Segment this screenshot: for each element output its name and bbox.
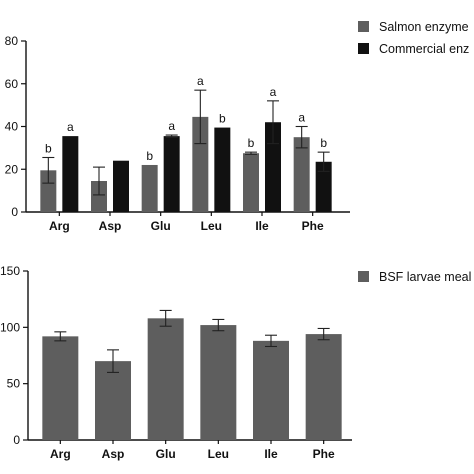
significance-label: b: [219, 112, 226, 126]
bar: [315, 161, 332, 212]
y-tick-label: 0: [11, 205, 18, 219]
legend-swatch: [358, 271, 369, 282]
bar: [62, 136, 79, 212]
bar: [253, 340, 289, 440]
y-tick-label: 0: [13, 433, 20, 447]
x-tick-label: Leu: [201, 219, 222, 233]
x-tick-label: Glu: [156, 447, 176, 461]
significance-label: b: [45, 141, 52, 155]
x-tick-label: Phe: [302, 219, 324, 233]
y-tick-label: 50: [7, 377, 21, 391]
significance-label: a: [298, 111, 305, 125]
x-tick-label: Ile: [264, 447, 278, 461]
bar: [243, 153, 259, 212]
x-tick-label: Asp: [102, 447, 125, 461]
legend-swatch: [358, 21, 369, 32]
legend-swatch: [358, 43, 369, 54]
x-tick-label: Arg: [50, 447, 71, 461]
bar: [265, 122, 281, 212]
bar: [42, 336, 79, 440]
bar: [163, 136, 180, 212]
bar: [40, 170, 57, 212]
significance-label: b: [146, 149, 153, 163]
y-tick-label: 40: [5, 120, 19, 134]
x-tick-label: Arg: [49, 219, 70, 233]
legend-label: Salmon enzyme: [379, 20, 469, 34]
bar: [141, 164, 158, 212]
y-tick-label: 80: [5, 34, 19, 48]
chart-amino-acids-bsf: 0 50 100 150 Arg Asp Glu Leu Ile Phe BSF larvae me…: [0, 264, 471, 461]
bar: [305, 334, 342, 440]
bar: [91, 181, 107, 212]
y-tick-label: 20: [5, 162, 19, 176]
bar: [113, 160, 129, 212]
y-tick-label: 100: [0, 320, 20, 334]
bar: [192, 116, 209, 212]
x-tick-label: Phe: [313, 447, 335, 461]
chart-amino-acids-enzymes: 0 20 40 60 80 b a Arg Asp b a Glu a b Leu b a Ile a b Phe Sal…: [5, 20, 470, 233]
bar: [200, 325, 237, 440]
y-tick-label: 150: [0, 264, 20, 278]
bar: [147, 318, 184, 440]
x-tick-label: Glu: [151, 219, 171, 233]
x-tick-label: Ile: [255, 219, 269, 233]
x-tick-label: Leu: [208, 447, 229, 461]
significance-label: a: [67, 120, 74, 134]
significance-label: a: [197, 74, 204, 88]
legend-label: Commercial enz: [379, 42, 469, 56]
significance-label: b: [248, 136, 255, 150]
significance-label: b: [320, 136, 327, 150]
x-tick-label: Asp: [99, 219, 122, 233]
significance-label: a: [168, 119, 175, 133]
legend-label: BSF larvae meal: [379, 270, 471, 284]
bar: [214, 127, 231, 212]
bar: [95, 361, 131, 440]
bar: [293, 137, 310, 212]
y-tick-label: 60: [5, 77, 19, 91]
significance-label: a: [270, 85, 277, 99]
